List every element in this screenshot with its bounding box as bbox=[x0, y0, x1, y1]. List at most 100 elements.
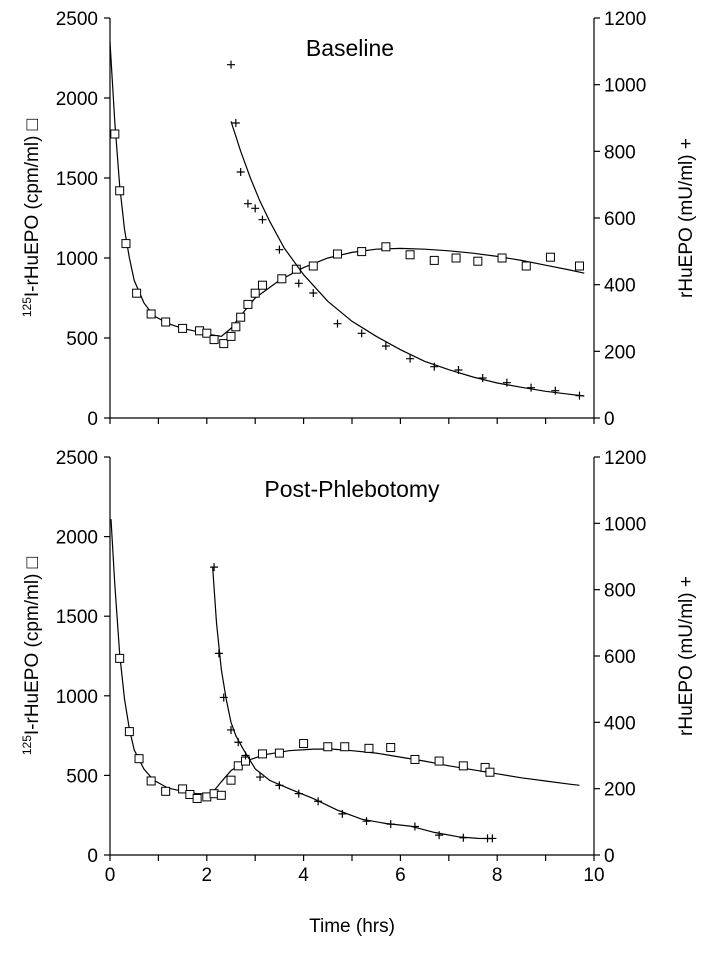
square-marker-baseline bbox=[209, 335, 219, 345]
square-marker-baseline bbox=[545, 252, 555, 262]
square-marker-baseline bbox=[250, 288, 260, 298]
square-marker-baseline bbox=[308, 261, 318, 271]
plus-marker-post-phlebotomy bbox=[435, 831, 444, 840]
square-marker-baseline bbox=[243, 299, 253, 309]
plus-marker-post-phlebotomy bbox=[227, 725, 235, 734]
left-tick-label-baseline: 1500 bbox=[56, 169, 98, 190]
plus-marker-baseline bbox=[381, 342, 390, 350]
plus-marker-baseline bbox=[527, 383, 536, 392]
plus-marker-post-phlebotomy bbox=[294, 789, 303, 798]
square-marker-baseline bbox=[332, 249, 342, 259]
right-tick-label-baseline: 400 bbox=[604, 276, 636, 297]
plus-marker-post-phlebotomy bbox=[256, 773, 265, 782]
square-marker-baseline bbox=[521, 261, 531, 271]
square-marker-post-phlebotomy bbox=[233, 761, 243, 771]
left-tick-label-post-phlebotomy: 2500 bbox=[56, 448, 98, 469]
plus-marker-baseline bbox=[357, 329, 366, 338]
square-marker-post-phlebotomy bbox=[226, 775, 236, 785]
square-marker-baseline bbox=[110, 129, 120, 139]
x-tick-label-post-phlebotomy: 10 bbox=[583, 865, 604, 886]
plus-marker-baseline bbox=[430, 362, 439, 371]
left-y-axis-label-text: I-rHuEPO (cpm/ml) □ bbox=[22, 118, 43, 297]
plus-marker-post-phlebotomy bbox=[214, 649, 223, 658]
plus-marker-baseline bbox=[333, 319, 342, 328]
plus-marker-post-phlebotomy bbox=[338, 809, 347, 818]
square-marker-baseline bbox=[226, 331, 236, 341]
plus-marker-post-phlebotomy bbox=[210, 563, 219, 572]
right-tick-label-post-phlebotomy: 1000 bbox=[604, 514, 646, 535]
plus-marker-baseline bbox=[406, 354, 415, 363]
right-tick-label-post-phlebotomy: 0 bbox=[604, 846, 615, 867]
panel-title-post-phlebotomy: Post-Phlebotomy bbox=[264, 476, 440, 502]
x-tick-label-post-phlebotomy: 6 bbox=[395, 865, 406, 886]
x-tick-label-post-phlebotomy: 2 bbox=[202, 865, 213, 886]
plus-marker-post-phlebotomy bbox=[488, 834, 497, 843]
plus-marker-baseline bbox=[551, 386, 560, 395]
left-y-axis-label-post-phlebotomy: 125I-rHuEPO (cpm/ml) □ bbox=[20, 556, 43, 755]
square-marker-baseline bbox=[132, 288, 142, 298]
left-y-axis-label-baseline: 125I-rHuEPO (cpm/ml) □ bbox=[20, 118, 43, 317]
square-marker-baseline bbox=[257, 280, 267, 290]
right-y-axis-label-baseline: rHuEPO (mU/ml) + bbox=[676, 138, 697, 298]
right-tick-label-baseline: 200 bbox=[604, 342, 636, 363]
square-marker-baseline bbox=[236, 312, 246, 322]
square-marker-post-phlebotomy bbox=[161, 786, 171, 796]
square-marker-baseline bbox=[178, 323, 188, 333]
square-marker-post-phlebotomy bbox=[340, 742, 350, 752]
square-marker-post-phlebotomy bbox=[124, 727, 134, 737]
right-tick-label-post-phlebotomy: 400 bbox=[604, 713, 636, 734]
left-tick-label-baseline: 2500 bbox=[56, 9, 98, 30]
left-y-axis-label-superscript: 125 bbox=[20, 297, 34, 317]
left-tick-label-post-phlebotomy: 500 bbox=[66, 766, 98, 787]
square-marker-post-phlebotomy bbox=[364, 743, 374, 753]
square-marker-post-phlebotomy bbox=[410, 754, 420, 764]
square-marker-baseline bbox=[497, 253, 507, 263]
square-marker-post-phlebotomy bbox=[299, 739, 309, 749]
square-marker-post-phlebotomy bbox=[257, 749, 267, 759]
plus-marker-post-phlebotomy bbox=[410, 822, 419, 831]
plus-marker-baseline bbox=[275, 245, 284, 254]
left-tick-label-post-phlebotomy: 1500 bbox=[56, 607, 98, 628]
plus-marker-baseline bbox=[575, 391, 584, 400]
plus-marker-baseline bbox=[309, 289, 318, 297]
square-marker-baseline bbox=[219, 339, 229, 349]
square-marker-post-phlebotomy bbox=[386, 743, 396, 753]
fit-curve-125i-baseline bbox=[109, 41, 585, 338]
square-marker-post-phlebotomy bbox=[192, 793, 202, 803]
square-marker-post-phlebotomy bbox=[458, 761, 468, 771]
right-tick-label-post-phlebotomy: 600 bbox=[604, 647, 636, 668]
square-marker-baseline bbox=[381, 242, 391, 252]
right-tick-label-baseline: 800 bbox=[604, 142, 636, 163]
square-marker-baseline bbox=[405, 250, 415, 260]
plus-marker-post-phlebotomy bbox=[386, 820, 395, 829]
square-marker-baseline bbox=[473, 256, 483, 266]
square-marker-baseline bbox=[574, 261, 584, 271]
square-marker-post-phlebotomy bbox=[323, 742, 333, 752]
right-y-axis-label-post-phlebotomy: rHuEPO (mU/ml) + bbox=[676, 576, 697, 736]
square-marker-baseline bbox=[277, 274, 287, 284]
right-tick-label-post-phlebotomy: 200 bbox=[604, 780, 636, 801]
square-marker-baseline bbox=[115, 186, 125, 196]
right-tick-label-baseline: 0 bbox=[604, 409, 615, 430]
square-marker-baseline bbox=[146, 309, 156, 319]
left-tick-label-baseline: 1000 bbox=[56, 249, 98, 270]
square-marker-post-phlebotomy bbox=[480, 762, 490, 772]
plus-marker-baseline bbox=[243, 199, 252, 208]
left-tick-label-post-phlebotomy: 0 bbox=[87, 846, 98, 867]
plus-marker-post-phlebotomy bbox=[234, 738, 243, 747]
square-marker-post-phlebotomy bbox=[115, 653, 125, 663]
square-marker-post-phlebotomy bbox=[216, 790, 226, 800]
plus-marker-baseline bbox=[502, 378, 511, 387]
left-tick-label-baseline: 500 bbox=[66, 329, 98, 350]
square-marker-post-phlebotomy bbox=[274, 748, 284, 758]
left-tick-label-post-phlebotomy: 2000 bbox=[56, 528, 98, 549]
right-tick-label-baseline: 1200 bbox=[604, 9, 646, 30]
square-marker-post-phlebotomy bbox=[134, 754, 144, 764]
left-tick-label-baseline: 2000 bbox=[56, 89, 98, 110]
right-tick-label-baseline: 1000 bbox=[604, 76, 646, 97]
plus-marker-baseline bbox=[236, 168, 245, 176]
square-marker-baseline bbox=[357, 247, 367, 257]
plus-marker-baseline bbox=[478, 374, 487, 382]
